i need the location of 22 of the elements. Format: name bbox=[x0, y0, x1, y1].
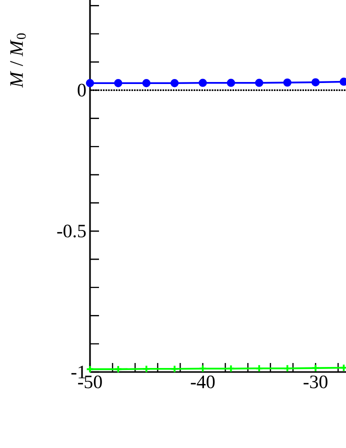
x-tick-label: -30 bbox=[304, 376, 328, 388]
point bbox=[311, 78, 320, 86]
point bbox=[114, 365, 122, 374]
y-tick-label: -0.5 bbox=[57, 224, 86, 238]
point bbox=[114, 79, 122, 88]
point bbox=[86, 79, 94, 88]
point bbox=[283, 78, 292, 87]
point bbox=[226, 78, 236, 87]
point bbox=[226, 364, 236, 373]
point bbox=[142, 364, 150, 373]
point bbox=[311, 364, 320, 372]
point bbox=[198, 78, 207, 87]
point bbox=[255, 78, 264, 87]
y-tick-label: 0 bbox=[78, 84, 86, 97]
x-tick-label: -40 bbox=[190, 376, 215, 388]
y-axis-title: M / M$_{0}$ bbox=[10, 33, 26, 88]
point bbox=[170, 79, 179, 88]
point bbox=[283, 364, 292, 372]
point bbox=[170, 364, 179, 373]
point bbox=[142, 79, 150, 88]
point bbox=[255, 364, 264, 372]
point bbox=[198, 364, 207, 373]
